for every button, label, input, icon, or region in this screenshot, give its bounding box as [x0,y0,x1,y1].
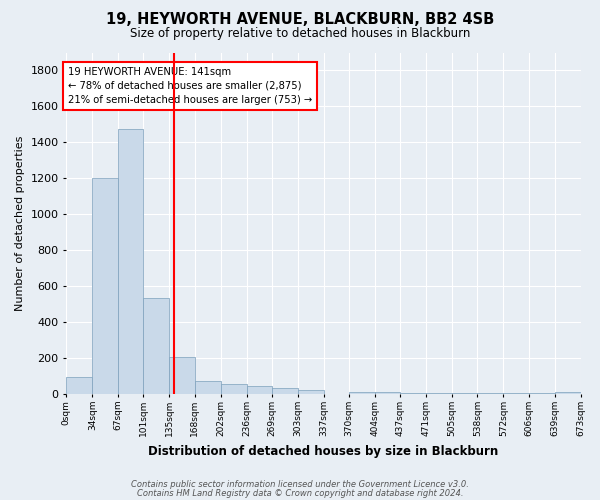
Bar [169,358,194,394]
Y-axis label: Number of detached properties: Number of detached properties [15,136,25,311]
Text: Contains public sector information licensed under the Government Licence v3.0.: Contains public sector information licen… [131,480,469,489]
Bar [298,390,324,394]
Bar [92,178,118,394]
Text: Contains HM Land Registry data © Crown copyright and database right 2024.: Contains HM Land Registry data © Crown c… [137,488,463,498]
Bar [349,392,375,394]
Text: Size of property relative to detached houses in Blackburn: Size of property relative to detached ho… [130,28,470,40]
Bar [375,392,400,394]
Text: 19, HEYWORTH AVENUE, BLACKBURN, BB2 4SB: 19, HEYWORTH AVENUE, BLACKBURN, BB2 4SB [106,12,494,28]
Bar [118,129,143,394]
Text: 19 HEYWORTH AVENUE: 141sqm
← 78% of detached houses are smaller (2,875)
21% of s: 19 HEYWORTH AVENUE: 141sqm ← 78% of deta… [68,67,312,105]
Bar [143,298,169,394]
Bar [221,384,247,394]
X-axis label: Distribution of detached houses by size in Blackburn: Distribution of detached houses by size … [148,444,499,458]
Bar [67,377,92,394]
Bar [194,380,221,394]
Bar [272,388,298,394]
Bar [554,392,581,394]
Bar [247,386,272,394]
